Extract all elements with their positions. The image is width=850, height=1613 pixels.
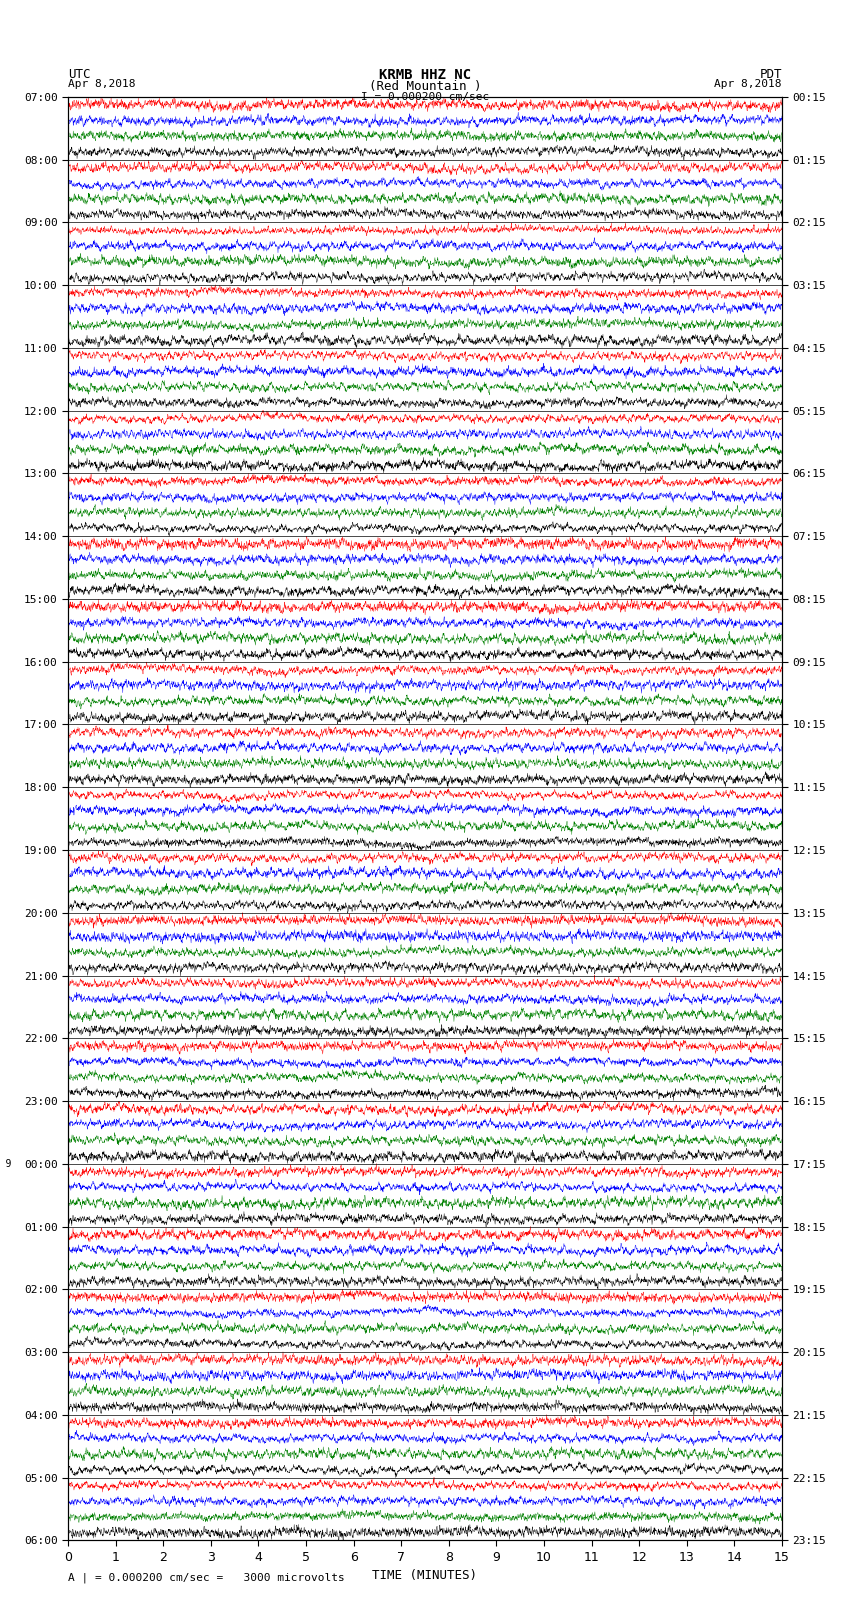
Text: Apr 9: Apr 9 <box>0 1158 11 1169</box>
Text: PDT: PDT <box>760 68 782 81</box>
Text: A | = 0.000200 cm/sec =   3000 microvolts: A | = 0.000200 cm/sec = 3000 microvolts <box>68 1573 345 1582</box>
Text: Apr 8,2018: Apr 8,2018 <box>715 79 782 89</box>
X-axis label: TIME (MINUTES): TIME (MINUTES) <box>372 1569 478 1582</box>
Text: KRMB HHZ NC: KRMB HHZ NC <box>379 68 471 82</box>
Text: UTC: UTC <box>68 68 90 81</box>
Text: I = 0.000200 cm/sec: I = 0.000200 cm/sec <box>361 92 489 102</box>
Text: (Red Mountain ): (Red Mountain ) <box>369 79 481 94</box>
Text: Apr 8,2018: Apr 8,2018 <box>68 79 135 89</box>
